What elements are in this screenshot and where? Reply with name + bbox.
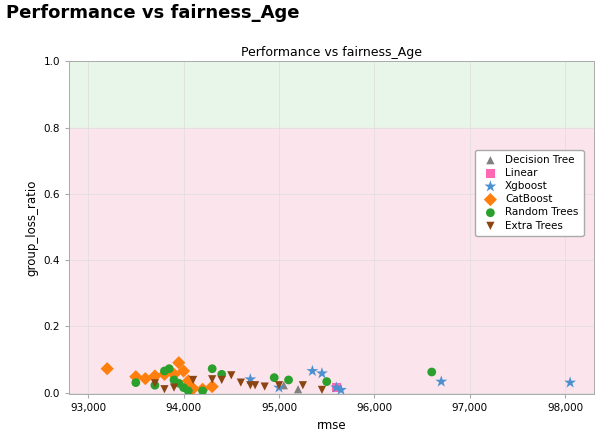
Extra Trees [208, 376, 217, 383]
Decision Tree [279, 382, 289, 389]
Random Trees [179, 384, 188, 391]
Extra Trees [150, 380, 160, 387]
Random Trees [169, 376, 179, 383]
Random Trees [150, 382, 160, 389]
Y-axis label: group_loss_ratio: group_loss_ratio [25, 180, 38, 276]
Title: Performance vs fairness_Age: Performance vs fairness_Age [241, 46, 422, 59]
Extra Trees [217, 376, 227, 383]
Random Trees [164, 365, 174, 372]
Extra Trees [236, 379, 245, 386]
Xgboost [336, 386, 346, 393]
Xgboost [308, 367, 317, 374]
Random Trees [217, 371, 227, 378]
Extra Trees [226, 372, 236, 379]
Xgboost [436, 378, 446, 385]
Xgboost [274, 384, 284, 391]
Extra Trees [260, 383, 269, 390]
Random Trees [131, 379, 140, 386]
Random Trees [160, 367, 169, 374]
CatBoost [188, 385, 198, 392]
Xgboost [317, 370, 327, 377]
Bar [69, 61, 594, 127]
Random Trees [427, 368, 437, 375]
Random Trees [198, 387, 208, 394]
Linear [331, 384, 341, 391]
Random Trees [269, 374, 279, 381]
Extra Trees [245, 382, 255, 389]
X-axis label: rmse: rmse [317, 419, 346, 432]
CatBoost [184, 378, 193, 385]
Extra Trees [250, 382, 260, 389]
CatBoost [103, 365, 112, 372]
CatBoost [179, 367, 188, 374]
Extra Trees [298, 382, 308, 389]
CatBoost [131, 373, 140, 380]
Extra Trees [160, 386, 169, 393]
CatBoost [150, 372, 160, 379]
Random Trees [322, 378, 332, 385]
Random Trees [174, 380, 184, 387]
CatBoost [140, 375, 150, 382]
CatBoost [198, 386, 208, 393]
CatBoost [169, 371, 179, 378]
Legend: Decision Tree, Linear, Xgboost, CatBoost, Random Trees, Extra Trees: Decision Tree, Linear, Xgboost, CatBoost… [475, 150, 584, 236]
CatBoost [174, 359, 184, 366]
Extra Trees [169, 384, 179, 391]
CatBoost [208, 383, 217, 390]
Random Trees [208, 365, 217, 372]
Bar [69, 127, 594, 392]
Extra Trees [188, 376, 198, 383]
Decision Tree [293, 386, 303, 393]
Text: Performance vs fairness_Age: Performance vs fairness_Age [6, 4, 299, 22]
Random Trees [184, 387, 193, 394]
Extra Trees [317, 386, 327, 393]
Xgboost [565, 379, 575, 386]
Extra Trees [274, 382, 284, 389]
Xgboost [245, 376, 255, 383]
Xgboost [331, 384, 341, 391]
Random Trees [284, 376, 293, 383]
CatBoost [160, 371, 169, 378]
